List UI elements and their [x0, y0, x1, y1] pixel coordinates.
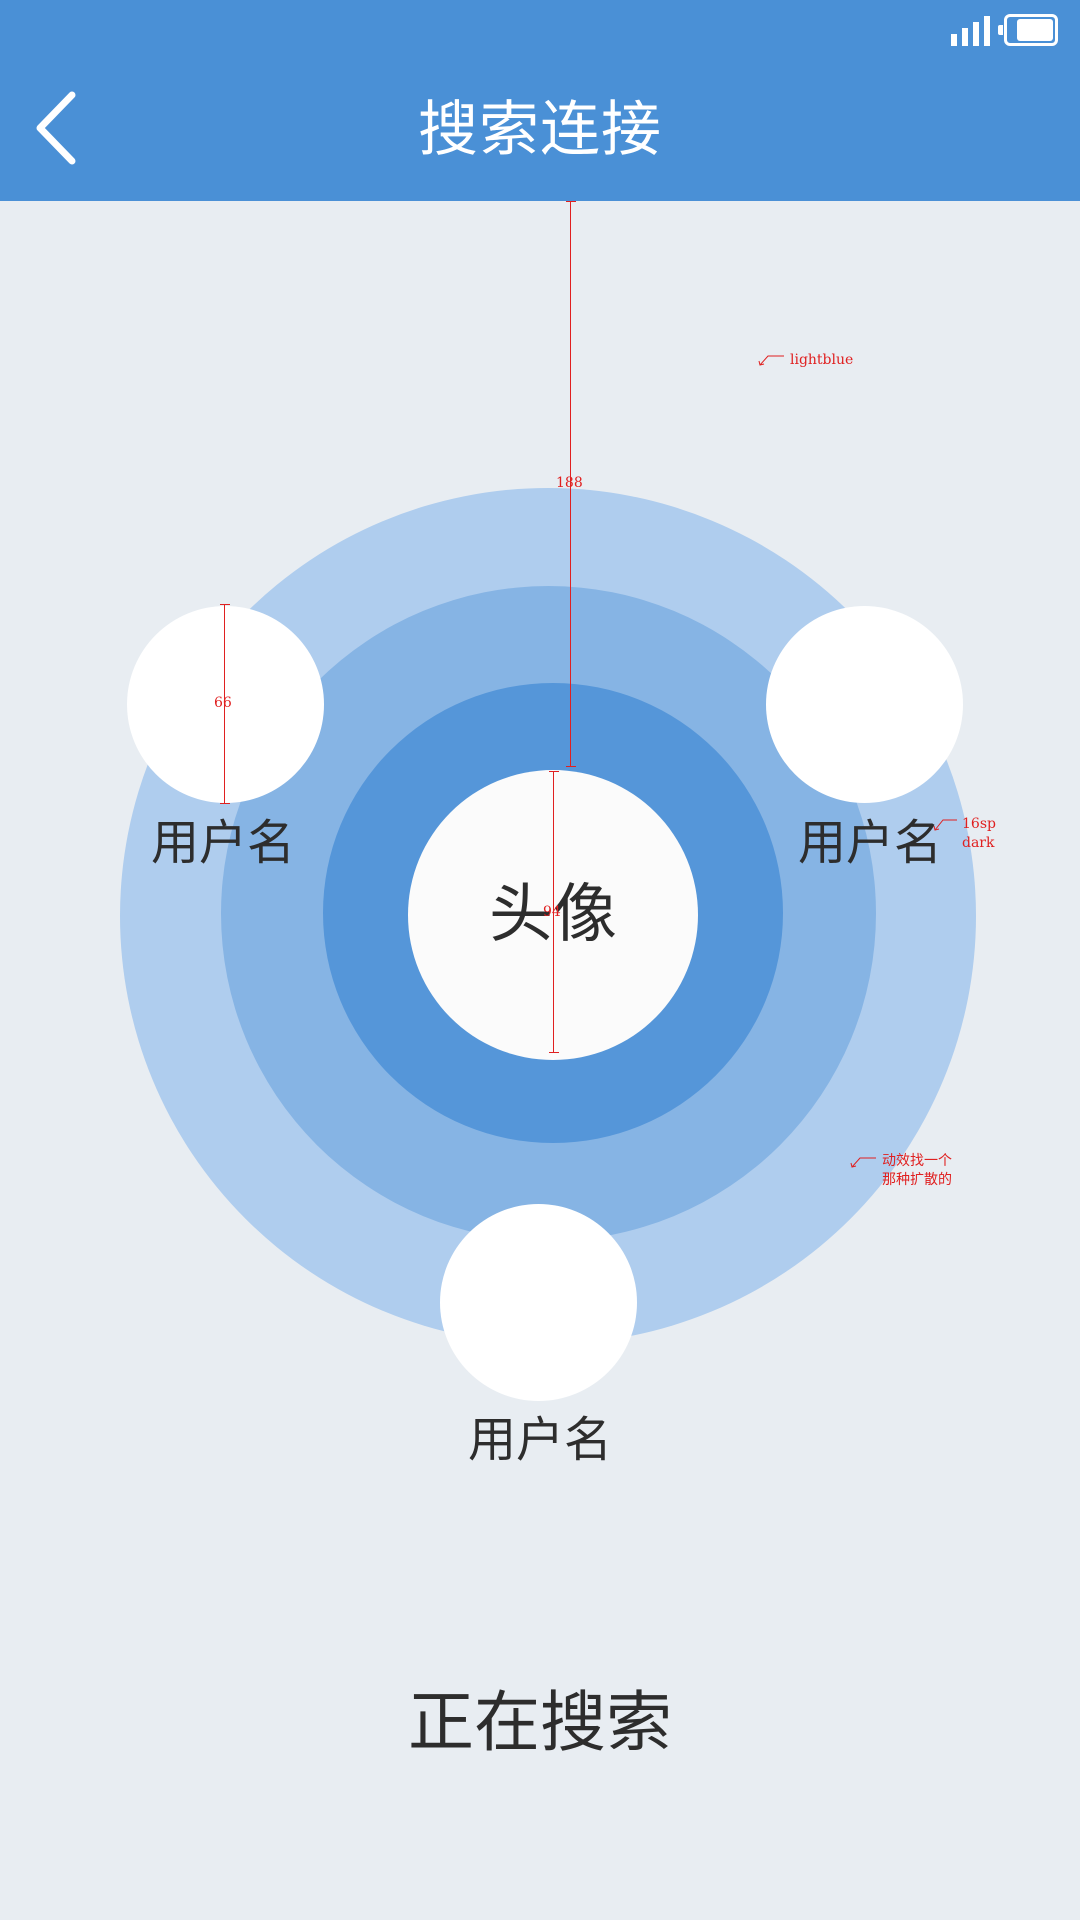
- app-header: 搜索连接: [0, 0, 1080, 201]
- page-title: 搜索连接: [418, 95, 662, 165]
- signal-icon: [951, 16, 990, 46]
- spec-dimension-line: [553, 771, 554, 1053]
- spec-dimension-line: [570, 201, 571, 767]
- found-user-avatar[interactable]: [766, 606, 963, 803]
- spec-dimension-tick: [220, 604, 230, 605]
- found-user-avatar[interactable]: [440, 1204, 637, 1401]
- searching-status: 正在搜索: [408, 1684, 672, 1761]
- spec-dimension-tick: [220, 803, 230, 804]
- spec-dimension-tick: [566, 201, 576, 202]
- found-user-name[interactable]: 用户名: [150, 815, 295, 871]
- spec-font-note: dark: [962, 835, 995, 851]
- back-button[interactable]: [28, 85, 88, 171]
- found-user-avatar[interactable]: [127, 606, 324, 803]
- spec-dimension-line: [224, 604, 225, 804]
- status-bar: [951, 12, 1058, 46]
- spec-dimension-label: 66: [214, 695, 232, 711]
- spec-dimension-label: 188: [556, 475, 583, 491]
- spec-dimension-tick: [549, 771, 559, 772]
- spec-dimension-tick: [549, 1052, 559, 1053]
- spec-color-note: lightblue: [790, 352, 854, 368]
- spec-dimension-label: 94: [543, 904, 561, 920]
- found-user-name[interactable]: 用户名: [467, 1412, 612, 1468]
- battery-icon: [998, 14, 1058, 46]
- spec-font-note: 16sp: [962, 816, 996, 832]
- annotation-arrow-icon: [850, 1157, 876, 1168]
- annotation-arrow-icon: [758, 355, 784, 366]
- annotation-arrow-icon: [933, 819, 957, 831]
- spec-animation-note: 动效找一个: [882, 1153, 952, 1169]
- spec-dimension-tick: [566, 766, 576, 767]
- found-user-name[interactable]: 用户名: [797, 815, 942, 871]
- spec-animation-note: 那种扩散的: [882, 1172, 952, 1188]
- chevron-left-icon: [36, 91, 76, 165]
